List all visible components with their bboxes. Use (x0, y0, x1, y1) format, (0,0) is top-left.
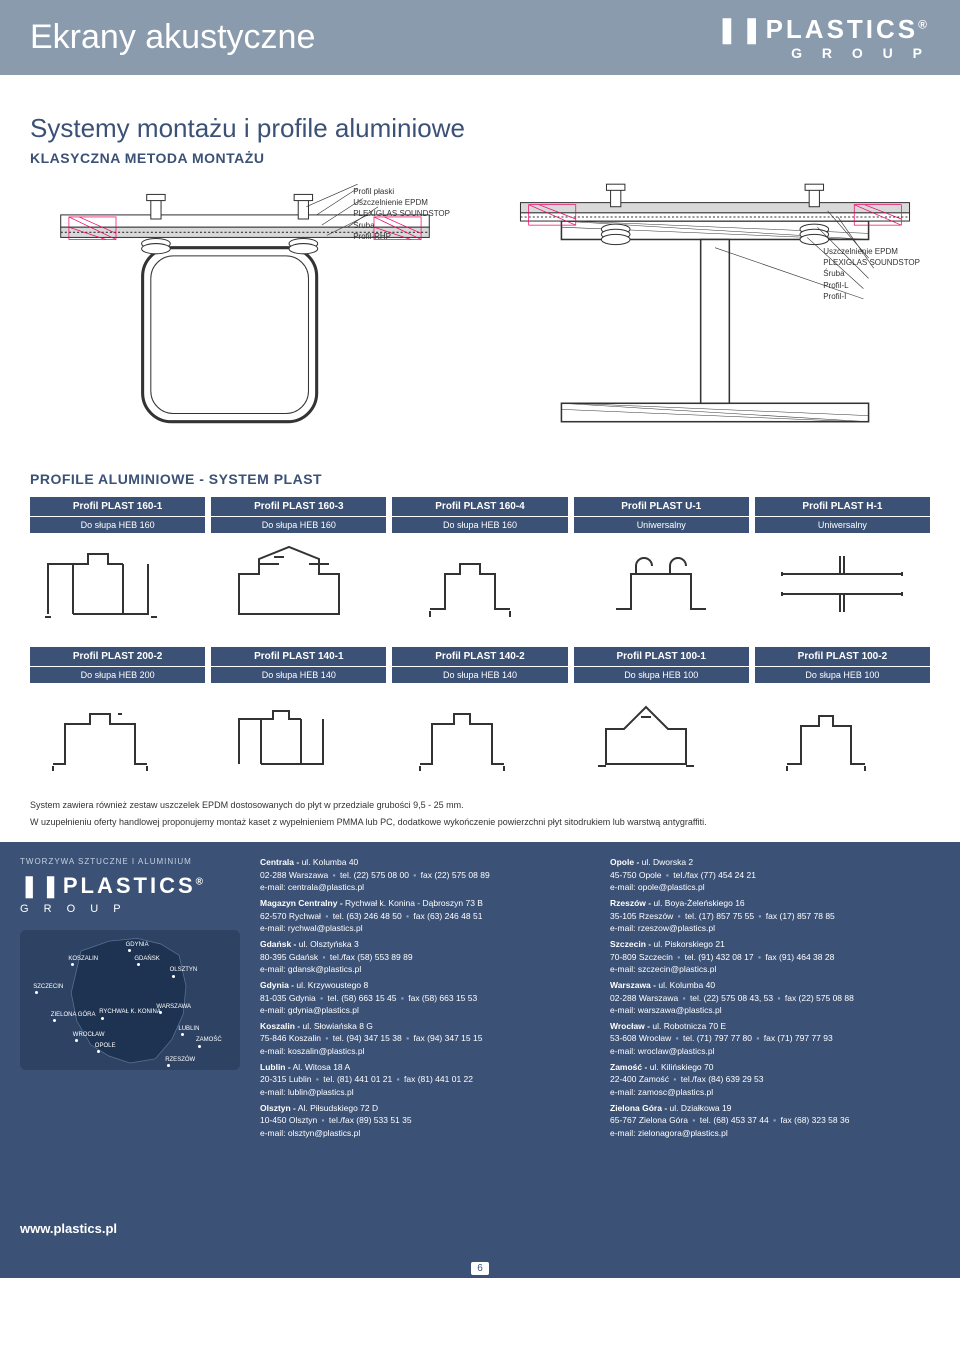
profile-sub: Do słupa HEB 140 (392, 667, 567, 683)
profile-card: Profil PLAST 140-2Do słupa HEB 140 (392, 647, 567, 785)
profile-svg (755, 689, 930, 779)
office: Gdynia - ul. Krzywoustego 881-035 Gdynia… (260, 979, 590, 1016)
profile-name: Profil PLAST 140-2 (392, 647, 567, 666)
offices-col-1: Centrala - ul. Kolumba 4002-288 Warszawa… (260, 856, 590, 1238)
profile-card: Profil PLAST 160-1Do słupa HEB 160 (30, 497, 205, 635)
office: Zielona Góra - ul. Działkowa 1965-767 Zi… (610, 1102, 940, 1139)
profile-name: Profil PLAST 100-2 (755, 647, 930, 666)
page-title: Ekrany akustyczne (30, 18, 315, 57)
profile-svg (30, 539, 205, 629)
offices-col-2: Opole - ul. Dworska 245-750 Opole ▪ tel.… (610, 856, 940, 1238)
map-city: RYCHWAŁ K. KONINA (99, 1008, 161, 1017)
profile-sub: Do słupa HEB 100 (574, 667, 749, 683)
map-city: GDYNIA (126, 941, 149, 950)
office: Lublin - Al. Witosa 18 A20-315 Lublin ▪ … (260, 1061, 590, 1098)
profile-card: Profil PLAST H-1Uniwersalny (755, 497, 930, 635)
profiles-row-1: Profil PLAST 160-1Do słupa HEB 160Profil… (30, 497, 930, 635)
map-city: ZAMOŚĆ (196, 1036, 222, 1045)
subtitle: Systemy montażu i profile aluminiowe (30, 113, 930, 144)
profiles-title: PROFILE ALUMINIOWE - SYSTEM PLAST (30, 471, 930, 487)
map-city: WARSZAWA (156, 1003, 191, 1012)
map-city: KOSZALIN (68, 955, 98, 964)
map-city: OLSZTYN (170, 966, 198, 975)
profile-name: Profil PLAST 200-2 (30, 647, 205, 666)
page-number: 6 (0, 1259, 960, 1278)
profile-sub: Do słupa HEB 200 (30, 667, 205, 683)
profile-card: Profil PLAST 100-1Do słupa HEB 100 (574, 647, 749, 785)
office: Warszawa - ul. Kolumba 4002-288 Warszawa… (610, 979, 940, 1016)
profile-svg (211, 539, 386, 629)
profile-sub: Do słupa HEB 160 (30, 517, 205, 533)
profile-sub: Do słupa HEB 100 (755, 667, 930, 683)
profile-name: Profil PLAST 100-1 (574, 647, 749, 666)
profile-name: Profil PLAST 160-4 (392, 497, 567, 516)
office: Opole - ul. Dworska 245-750 Opole ▪ tel.… (610, 856, 940, 893)
poland-map: GDYNIA GDAŃSK KOSZALIN OLSZTYN SZCZECIN WARSZ… (20, 930, 240, 1070)
method-caption: KLASYCZNA METODA MONTAŻU (30, 150, 930, 166)
profile-svg (574, 539, 749, 629)
profile-name: Profil PLAST H-1 (755, 497, 930, 516)
map-city: ZIELONA GÓRA (51, 1011, 96, 1020)
map-city: RZESZÓW (165, 1056, 195, 1065)
profile-name: Profil PLAST 140-1 (211, 647, 386, 666)
profile-svg (755, 539, 930, 629)
office: Centrala - ul. Kolumba 4002-288 Warszawa… (260, 856, 590, 893)
office: Rzeszów - ul. Boya-Żeleńskiego 1635-105 … (610, 897, 940, 934)
diagrams: Profil płaski Uszczelnienie EPDM PLEXIGL… (30, 176, 930, 447)
profile-svg (211, 689, 386, 779)
profile-svg (392, 689, 567, 779)
brand-logo: ❚❚PLASTICS® G R O U P (716, 14, 930, 61)
profile-card: Profil PLAST 100-2Do słupa HEB 100 (755, 647, 930, 785)
map-city: WROCŁAW (73, 1031, 105, 1040)
profile-sub: Do słupa HEB 160 (392, 517, 567, 533)
diagram1-callouts: Profil płaski Uszczelnienie EPDM PLEXIGL… (353, 186, 450, 242)
footer-tag: TWORZYWA SZTUCZNE I ALUMINIUM (20, 856, 240, 868)
map-city: OPOLE (95, 1042, 116, 1051)
map-city: LUBLIN (178, 1025, 199, 1034)
profile-card: Profil PLAST U-1Uniwersalny (574, 497, 749, 635)
website[interactable]: www.plastics.pl (20, 1220, 240, 1239)
profiles-row-2: Profil PLAST 200-2Do słupa HEB 200Profil… (30, 647, 930, 785)
diagram-right: Uszczelnienie EPDM PLEXIGLAS SOUNDSTOP Ś… (500, 176, 930, 447)
diagram2-callouts: Uszczelnienie EPDM PLEXIGLAS SOUNDSTOP Ś… (823, 246, 920, 302)
profile-sub: Uniwersalny (755, 517, 930, 533)
office: Olsztyn - Al. Piłsudskiego 72 D10-450 Ol… (260, 1102, 590, 1139)
profile-card: Profil PLAST 200-2Do słupa HEB 200 (30, 647, 205, 785)
profile-sub: Uniwersalny (574, 517, 749, 533)
office: Magazyn Centralny - Rychwał k. Konina - … (260, 897, 590, 934)
office: Gdańsk - ul. Olsztyńska 380-395 Gdańsk ▪… (260, 938, 590, 975)
footer-logo: ❚❚PLASTICS® G R O U P (20, 870, 240, 918)
profile-name: Profil PLAST U-1 (574, 497, 749, 516)
map-city: SZCZECIN (33, 983, 63, 992)
diagram-left: Profil płaski Uszczelnienie EPDM PLEXIGL… (30, 176, 460, 447)
office: Zamość - ul. Kilińskiego 7022-400 Zamość… (610, 1061, 940, 1098)
profile-card: Profil PLAST 160-4Do słupa HEB 160 (392, 497, 567, 635)
profile-sub: Do słupa HEB 160 (211, 517, 386, 533)
office: Wrocław - ul. Robotnicza 70 E53-608 Wroc… (610, 1020, 940, 1057)
page-header: Ekrany akustyczne ❚❚PLASTICS® G R O U P (0, 0, 960, 75)
profile-card: Profil PLAST 140-1Do słupa HEB 140 (211, 647, 386, 785)
profile-name: Profil PLAST 160-1 (30, 497, 205, 516)
profile-name: Profil PLAST 160-3 (211, 497, 386, 516)
profile-sub: Do słupa HEB 140 (211, 667, 386, 683)
description-2: W uzupełnieniu oferty handlowej proponuj… (30, 816, 930, 829)
profile-svg (392, 539, 567, 629)
office: Koszalin - ul. Słowiańska 8 G75-846 Kosz… (260, 1020, 590, 1057)
profile-card: Profil PLAST 160-3Do słupa HEB 160 (211, 497, 386, 635)
profile-svg (30, 689, 205, 779)
footer: TWORZYWA SZTUCZNE I ALUMINIUM ❚❚PLASTICS… (0, 842, 960, 1258)
map-city: GDAŃSK (134, 955, 159, 964)
description-1: System zawiera również zestaw uszczelek … (30, 799, 930, 812)
office: Szczecin - ul. Piskorskiego 2170-809 Szc… (610, 938, 940, 975)
profile-svg (574, 689, 749, 779)
